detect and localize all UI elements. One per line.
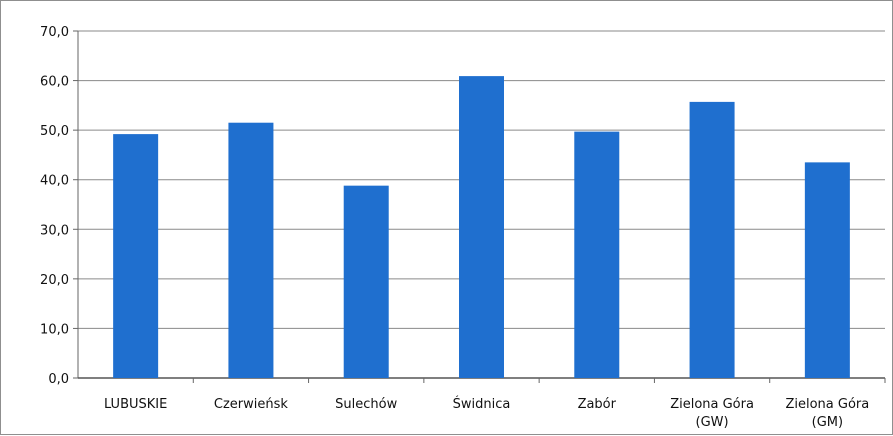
bar — [804, 162, 850, 378]
y-tick-label: 60,0 — [40, 75, 69, 90]
y-tick-label: 10,0 — [40, 322, 69, 337]
y-tick-labels: 0,0 10,0 20,0 30,0 40,0 50,0 60,0 70,0 — [40, 25, 69, 387]
x-tick-label: Sulechów — [335, 397, 397, 412]
bar — [574, 131, 620, 378]
x-tick-labels: LUBUSKIE Czerwieńsk Sulechów Świdnica Zabór Z… — [104, 396, 869, 430]
x-tick-label: Zabór — [578, 397, 617, 412]
y-tick-label: 0,0 — [48, 372, 69, 387]
y-tick-label: 30,0 — [40, 223, 69, 238]
bar — [343, 185, 389, 378]
bar — [113, 134, 159, 378]
bar — [459, 76, 504, 379]
x-tick-label: LUBUSKIE — [104, 397, 167, 412]
x-tick-label: Zielona Góra (GW) — [670, 397, 754, 430]
bar — [228, 122, 274, 378]
y-tick-label: 40,0 — [40, 174, 69, 189]
x-tick-label: Zielona Góra (GM) — [785, 397, 869, 430]
x-tick-label: Świdnica — [453, 396, 511, 412]
y-tick-label: 20,0 — [40, 273, 69, 288]
bars — [113, 76, 850, 379]
x-tick-label: Czerwieńsk — [214, 397, 288, 412]
y-tick-label: 50,0 — [40, 124, 69, 139]
y-tick-label: 70,0 — [40, 25, 69, 40]
bar — [689, 101, 735, 378]
